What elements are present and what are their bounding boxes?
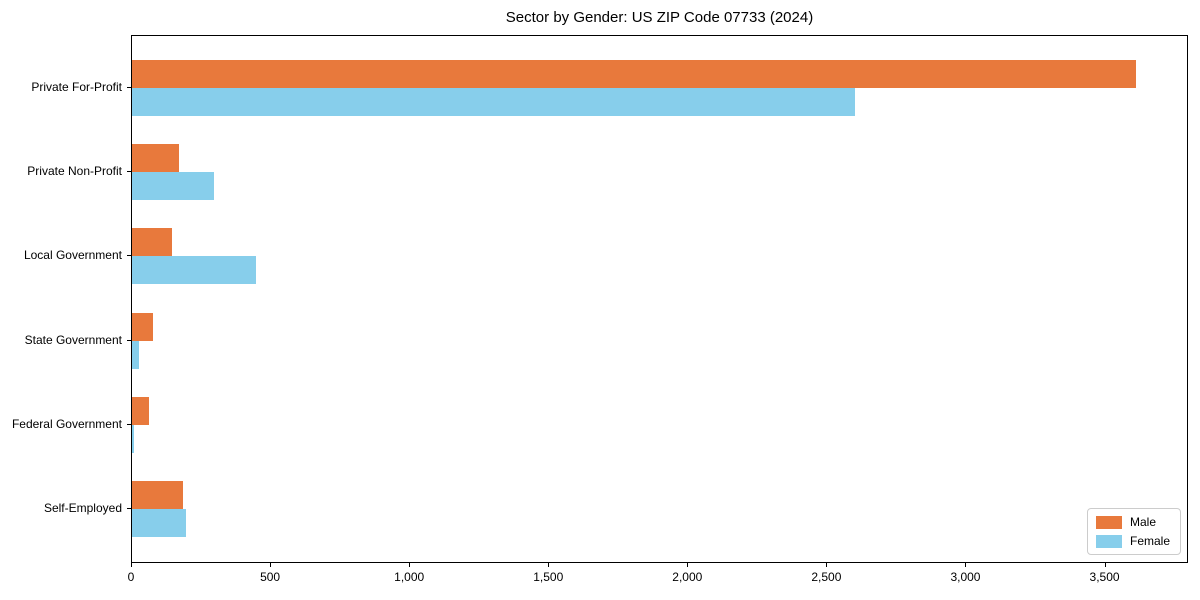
y-tick-mark bbox=[127, 171, 131, 173]
bar-male-state-government bbox=[132, 312, 153, 341]
y-tick-mark bbox=[127, 508, 131, 509]
bar-female-state-government bbox=[132, 340, 139, 369]
x-tick-label: 3,500 bbox=[1089, 570, 1120, 584]
bar-male-federal-government bbox=[132, 396, 149, 425]
bar-female-self-employed bbox=[132, 509, 187, 537]
bar-female-federal-government bbox=[132, 424, 134, 453]
y-tick-mark bbox=[127, 423, 131, 425]
bar-male-local-government bbox=[132, 228, 173, 257]
x-tick-label: 2,000 bbox=[672, 570, 703, 584]
y-tick-label: Self-Employed bbox=[43, 501, 122, 515]
y-tick-mark bbox=[127, 255, 131, 257]
bar-male-private-non-profit bbox=[132, 144, 180, 173]
legend-label: Female bbox=[1129, 534, 1170, 548]
x-tick-mark bbox=[131, 563, 132, 567]
y-tick-label: Local Government bbox=[23, 248, 122, 263]
legend-swatch-male bbox=[1095, 515, 1122, 529]
x-tick-label: 1,000 bbox=[394, 570, 425, 584]
plot-area: Male Female bbox=[131, 35, 1188, 563]
x-tick-mark bbox=[270, 563, 272, 567]
x-tick-label: 1,500 bbox=[533, 570, 564, 584]
x-tick-mark bbox=[826, 563, 828, 567]
y-tick-mark bbox=[127, 87, 131, 88]
y-tick-label: Private Non-Profit bbox=[27, 164, 122, 179]
bar-female-private-for-profit bbox=[132, 88, 856, 116]
x-tick-label: 0 bbox=[127, 570, 135, 584]
legend: Male Female bbox=[1086, 508, 1181, 555]
y-tick-label: Private For-Profit bbox=[31, 80, 122, 94]
x-tick-label: 500 bbox=[260, 570, 281, 584]
y-tick-mark bbox=[127, 339, 131, 341]
x-tick-mark bbox=[687, 563, 689, 567]
x-tick-label: 3,000 bbox=[950, 570, 981, 584]
bar-female-local-government bbox=[132, 256, 256, 285]
chart-title: Sector by Gender: US ZIP Code 07733 (202… bbox=[505, 9, 814, 26]
x-tick-mark bbox=[1104, 563, 1106, 567]
legend-label: Male bbox=[1129, 515, 1156, 529]
x-tick-mark bbox=[409, 563, 411, 567]
y-tick-label: Federal Government bbox=[11, 416, 122, 431]
y-tick-label: State Government bbox=[24, 332, 122, 347]
legend-item-female: Female bbox=[1095, 534, 1170, 548]
x-tick-label: 2,500 bbox=[811, 570, 842, 584]
bar-male-private-for-profit bbox=[132, 60, 1137, 88]
legend-swatch-female bbox=[1095, 534, 1122, 548]
x-tick-mark bbox=[548, 563, 550, 567]
x-tick-mark bbox=[965, 563, 967, 567]
legend-item-male: Male bbox=[1095, 515, 1170, 529]
bar-male-self-employed bbox=[132, 481, 184, 509]
bar-female-private-non-profit bbox=[132, 172, 215, 201]
